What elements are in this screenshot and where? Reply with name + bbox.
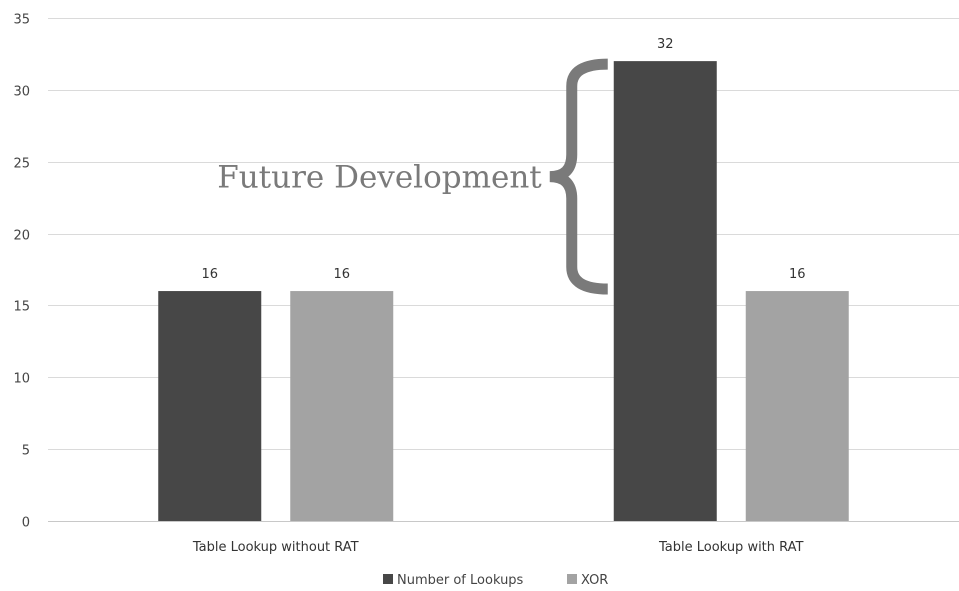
y-axis-ticks: 0 5 10 15 20 25 30 35 (13, 13, 30, 531)
y-tick-label: 15 (13, 300, 30, 315)
bar (158, 291, 262, 521)
annotation: Future Development (217, 58, 608, 295)
x-category-label: Table Lookup with RAT (658, 540, 804, 555)
bar (290, 291, 394, 521)
y-tick-label: 35 (13, 13, 30, 28)
y-tick-label: 10 (13, 372, 30, 387)
annotation-text: Future Development (217, 160, 542, 196)
legend-swatch (567, 574, 577, 584)
y-tick-label: 5 (22, 444, 30, 459)
x-axis-categories: Table Lookup without RAT Table Lookup wit… (192, 540, 804, 555)
curly-brace-icon (549, 58, 608, 295)
data-label: 16 (201, 267, 218, 282)
y-tick-label: 25 (13, 157, 30, 172)
data-labels: 16 16 32 16 (201, 37, 805, 282)
legend-label: XOR (581, 573, 608, 588)
data-label: 32 (657, 37, 674, 52)
bar (745, 291, 849, 521)
legend: Number of Lookups XOR (383, 573, 608, 588)
legend-label: Number of Lookups (397, 573, 524, 588)
bars (158, 61, 849, 521)
y-tick-label: 0 (22, 516, 30, 531)
data-label: 16 (789, 267, 806, 282)
data-label: 16 (333, 267, 350, 282)
bar (613, 61, 717, 521)
y-tick-label: 20 (13, 229, 30, 244)
x-category-label: Table Lookup without RAT (192, 540, 359, 555)
legend-swatch (383, 574, 393, 584)
y-tick-label: 30 (13, 85, 30, 100)
